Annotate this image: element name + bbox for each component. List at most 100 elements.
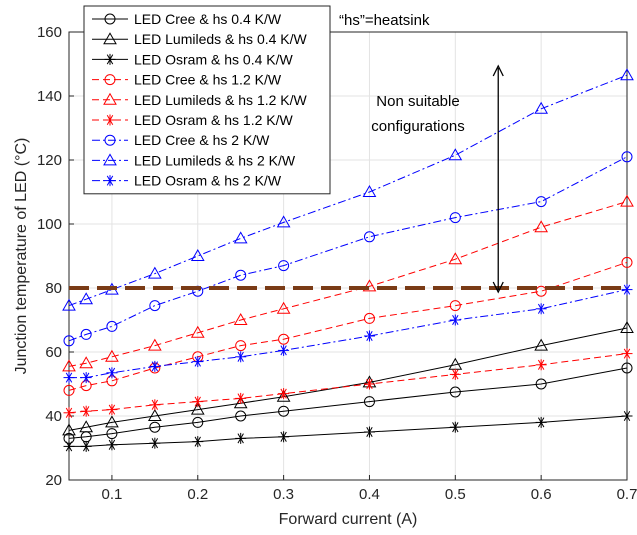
point-marker <box>534 101 549 114</box>
point-marker <box>63 372 75 384</box>
point-marker <box>363 231 375 243</box>
point-marker <box>449 300 461 312</box>
point-marker <box>104 134 116 146</box>
point-marker <box>621 151 633 163</box>
point-marker <box>235 340 247 352</box>
x-tick-label: 0.5 <box>445 486 466 503</box>
y-tick-label: 20 <box>45 472 62 489</box>
point-marker <box>621 362 633 374</box>
point-marker <box>149 360 161 372</box>
point-marker <box>106 439 118 451</box>
point-marker <box>104 175 116 187</box>
x-tick-label: 0.2 <box>187 486 208 503</box>
series-5 <box>62 194 634 372</box>
point-marker <box>103 32 117 45</box>
point-marker <box>363 330 375 342</box>
point-marker <box>192 396 204 408</box>
point-marker <box>535 285 547 297</box>
legend-item: LED Osram & hs 0.4 K/W <box>92 51 293 67</box>
point-marker <box>149 437 161 449</box>
legend-label: LED Lumileds & hs 0.4 K/W <box>134 31 308 47</box>
legend-label: LED Lumileds & hs 2 K/W <box>134 152 296 168</box>
point-marker <box>235 392 247 404</box>
y-tick-label: 140 <box>37 88 62 105</box>
point-marker <box>621 284 633 296</box>
x-tick-label: 0.4 <box>359 486 380 503</box>
point-marker <box>79 292 94 305</box>
y-axis-label: Junction temperature of LED (°C) <box>13 138 30 375</box>
arrow-head-up <box>492 64 504 77</box>
series-7 <box>63 151 633 347</box>
point-marker <box>449 314 461 326</box>
point-marker <box>147 408 162 421</box>
point-marker <box>363 312 375 324</box>
x-tick-label: 0.1 <box>101 486 122 503</box>
point-marker <box>190 325 205 338</box>
legend-label: LED Cree & hs 1.2 K/W <box>134 72 282 88</box>
point-marker <box>103 153 117 166</box>
series-line <box>68 353 628 414</box>
y-tick-label: 100 <box>37 216 62 233</box>
point-marker <box>106 320 118 332</box>
point-marker <box>278 388 290 400</box>
series-line <box>68 156 628 342</box>
series-4 <box>63 256 633 396</box>
point-marker <box>449 421 461 433</box>
point-marker <box>278 333 290 345</box>
point-marker <box>62 423 76 436</box>
point-marker <box>104 53 116 65</box>
x-tick-label: 0.7 <box>617 486 637 503</box>
point-marker <box>448 148 463 161</box>
point-marker <box>278 260 290 272</box>
point-marker <box>147 338 162 351</box>
point-marker <box>192 356 204 368</box>
point-marker <box>363 378 375 390</box>
y-tick-label: 80 <box>45 280 62 297</box>
x-tick-label: 0.6 <box>531 486 552 503</box>
point-marker <box>149 300 161 312</box>
point-marker <box>278 344 290 356</box>
point-marker <box>235 432 247 444</box>
point-marker <box>620 320 634 333</box>
point-marker <box>535 416 547 428</box>
point-marker <box>535 196 547 208</box>
point-marker <box>104 74 116 86</box>
point-marker <box>79 420 94 433</box>
point-marker <box>534 338 549 351</box>
point-marker <box>448 252 463 265</box>
point-marker <box>449 212 461 224</box>
legend-item: LED Cree & hs 2 K/W <box>92 132 270 148</box>
series-line <box>69 289 628 379</box>
point-marker <box>106 404 118 416</box>
point-marker <box>534 220 549 233</box>
legend-label: LED Osram & hs 2 K/W <box>134 173 282 189</box>
point-marker <box>621 348 633 360</box>
legend: LED Cree & hs 0.4 K/W LED Lumileds & hs 0… <box>83 5 331 195</box>
point-marker <box>192 436 204 448</box>
point-marker <box>233 312 248 325</box>
legend-label: LED Lumileds & hs 1.2 K/W <box>134 92 308 108</box>
y-tick-label: 120 <box>37 152 62 169</box>
point-marker <box>278 431 290 443</box>
legend-label: LED Osram & hs 0.4 K/W <box>134 51 293 67</box>
y-tick-label: 60 <box>45 344 62 361</box>
point-marker <box>235 410 247 422</box>
point-marker <box>363 396 375 408</box>
point-marker <box>105 415 119 428</box>
series-layer <box>62 68 634 452</box>
plot-frame <box>68 31 628 481</box>
point-marker <box>106 428 118 440</box>
region-label-line1: Non suitable <box>376 93 459 110</box>
point-marker <box>362 184 377 197</box>
point-marker <box>362 279 377 292</box>
point-marker <box>103 92 117 105</box>
point-marker <box>278 405 290 417</box>
point-marker <box>63 440 75 452</box>
y-tick-label: 40 <box>45 408 62 425</box>
point-marker <box>104 114 116 126</box>
point-marker <box>233 231 248 244</box>
point-marker <box>235 269 247 281</box>
point-marker <box>233 396 248 409</box>
legend-label: LED Cree & hs 0.4 K/W <box>134 11 282 27</box>
